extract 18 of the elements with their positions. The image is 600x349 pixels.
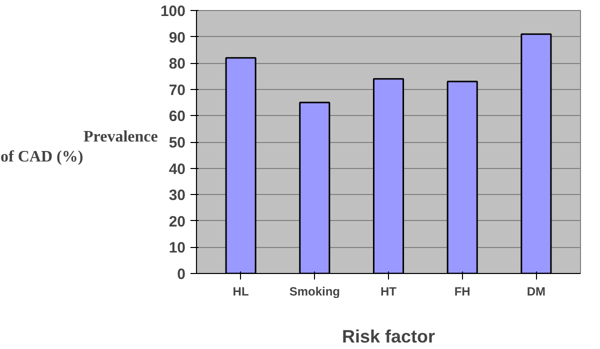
y-tick-label: 70 bbox=[168, 82, 186, 99]
x-tick-label: Smoking bbox=[289, 284, 340, 298]
y-tick-label: 50 bbox=[168, 134, 186, 152]
x-tick-label: FH bbox=[454, 284, 470, 298]
x-tick-label: HT bbox=[380, 284, 398, 298]
y-tick-label: 30 bbox=[168, 187, 186, 204]
y-tick-label: 100 bbox=[160, 3, 186, 20]
x-axis-title: Risk factor bbox=[342, 326, 436, 346]
x-tick-label: DM bbox=[526, 284, 546, 298]
y-tick-label: 40 bbox=[168, 160, 186, 178]
y-axis-title: Prevalence of CAD (%) bbox=[0, 128, 158, 166]
y-tick-label: 60 bbox=[168, 108, 186, 126]
y-tick-label: 10 bbox=[168, 240, 186, 257]
x-tick-label: HL bbox=[232, 284, 249, 298]
y-tick-label: 90 bbox=[168, 29, 186, 46]
y-tick-label: 20 bbox=[168, 213, 186, 230]
y-tick-label: 80 bbox=[168, 56, 186, 73]
y-tick-label: 0 bbox=[177, 266, 186, 283]
